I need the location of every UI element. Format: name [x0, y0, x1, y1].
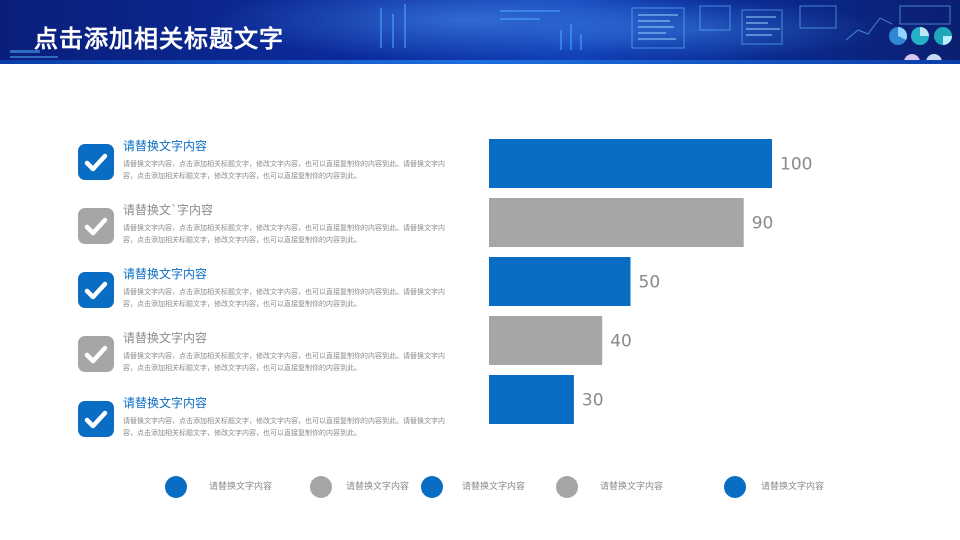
item-description[interactable]: 请替换文字内容，点击添加相关标题文字，修改文字内容，也可以直接复制你的内容到此。… — [123, 417, 445, 437]
legend-dot — [310, 476, 332, 498]
item-title[interactable]: 请替换文字内容 — [123, 331, 208, 345]
banner-baseline — [0, 60, 960, 64]
tech-background-decoration — [10, 4, 952, 64]
legend-dot — [165, 476, 187, 498]
list-item: 请替换文字内容 请替换文字内容，点击添加相关标题文字，修改文字内容，也可以直接复… — [78, 395, 458, 455]
checkmark-icon — [78, 144, 114, 180]
legend-label[interactable]: 请替换文字内容 — [209, 482, 273, 492]
item-title[interactable]: 请替换文字内容 — [123, 139, 208, 153]
legend-dot — [556, 476, 578, 498]
item-description[interactable]: 请替换文字内容，点击添加相关标题文字，修改文字内容，也可以直接复制你的内容到此。… — [123, 224, 445, 244]
legend-label[interactable]: 请替换文字内容 — [761, 482, 825, 492]
legend-label[interactable]: 请替换文字内容 — [346, 482, 410, 492]
checkmark-icon — [78, 208, 114, 244]
bar-3 — [489, 257, 631, 306]
bar-5 — [489, 375, 574, 424]
legend-label[interactable]: 请替换文字内容 — [462, 482, 526, 492]
item-title[interactable]: 请替换文`字内容 — [123, 203, 214, 217]
bar-value-label: 40 — [610, 332, 632, 352]
bar-1 — [489, 139, 772, 188]
header-banner: 点击添加相关标题文字 — [0, 0, 960, 64]
item-description[interactable]: 请替换文字内容，点击添加相关标题文字，修改文字内容，也可以直接复制你的内容到此。… — [123, 288, 445, 308]
legend-dot — [421, 476, 443, 498]
bar-4 — [489, 316, 603, 365]
legend-label[interactable]: 请替换文字内容 — [600, 482, 664, 492]
item-title[interactable]: 请替换文字内容 — [123, 396, 208, 410]
list-item: 请替换文字内容 请替换文字内容，点击添加相关标题文字，修改文字内容，也可以直接复… — [78, 330, 458, 390]
checkmark-icon — [78, 401, 114, 437]
bar-2 — [489, 198, 744, 247]
list-item: 请替换文字内容 请替换文字内容，点击添加相关标题文字，修改文字内容，也可以直接复… — [78, 138, 458, 198]
bar-chart: 100 90 50 40 30 — [489, 139, 812, 424]
bar-value-label: 30 — [582, 391, 604, 411]
list-item: 请替换文`字内容 请替换文字内容，点击添加相关标题文字，修改文字内容，也可以直接… — [78, 202, 458, 262]
item-description[interactable]: 请替换文字内容，点击添加相关标题文字，修改文字内容，也可以直接复制你的内容到此。… — [123, 352, 445, 372]
legend-dot — [724, 476, 746, 498]
bar-value-label: 90 — [752, 214, 774, 234]
list-item: 请替换文字内容 请替换文字内容，点击添加相关标题文字，修改文字内容，也可以直接复… — [78, 266, 458, 326]
item-title[interactable]: 请替换文字内容 — [123, 267, 208, 281]
page-title[interactable]: 点击添加相关标题文字 — [34, 25, 284, 53]
bar-value-label: 100 — [780, 155, 812, 175]
bar-value-label: 50 — [639, 273, 661, 293]
checkmark-icon — [78, 272, 114, 308]
checkmark-icon — [78, 336, 114, 372]
item-description[interactable]: 请替换文字内容，点击添加相关标题文字，修改文字内容，也可以直接复制你的内容到此。… — [123, 160, 445, 180]
